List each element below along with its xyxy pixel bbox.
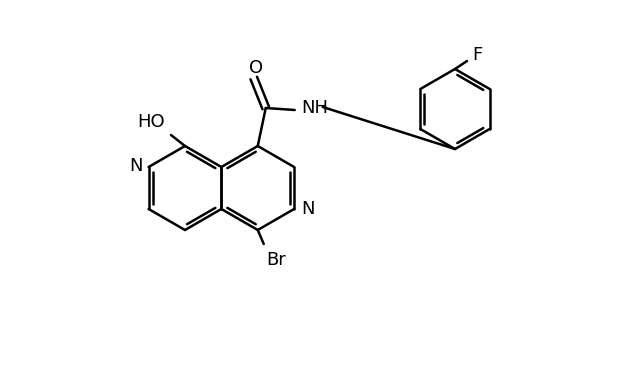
Text: Br: Br — [266, 251, 285, 269]
Text: N: N — [301, 200, 315, 218]
Text: O: O — [249, 59, 263, 77]
Text: F: F — [472, 46, 482, 64]
Text: NH: NH — [301, 99, 328, 117]
Text: N: N — [129, 157, 142, 175]
Text: HO: HO — [137, 113, 165, 131]
